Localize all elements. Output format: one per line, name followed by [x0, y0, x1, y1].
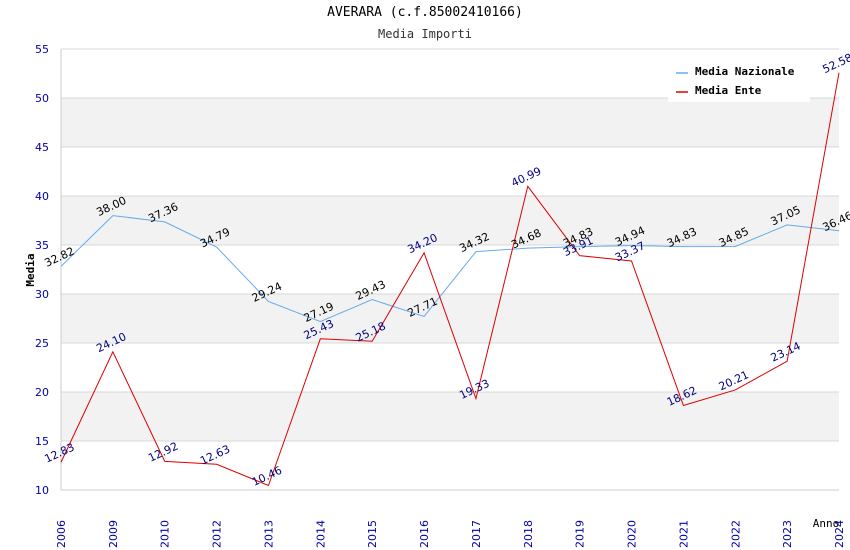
y-tick-label: 50	[35, 92, 49, 105]
grid-band	[61, 294, 839, 343]
y-tick-label: 35	[35, 239, 49, 252]
x-tick-label: 2021	[677, 520, 690, 548]
x-tick-label: 2016	[418, 520, 431, 548]
y-tick-labels: 10 15 20 25 30 35 40 45 50 55	[35, 43, 49, 497]
x-tick-label: 2015	[366, 520, 379, 548]
x-axis-label: Anno	[813, 517, 840, 530]
grid-bands	[61, 98, 839, 441]
y-tick-label: 15	[35, 435, 49, 448]
series-line-media-nazionale	[60, 215, 840, 323]
x-tick-label: 2018	[522, 520, 535, 548]
y-tick-label: 30	[35, 288, 49, 301]
y-tick-label: 55	[35, 43, 49, 56]
series-lines	[60, 72, 840, 487]
y-axis-label: Media	[24, 253, 37, 286]
x-tick-label: 2024	[833, 520, 846, 548]
legend-label: Media Ente	[695, 84, 762, 97]
y-tick-label: 45	[35, 141, 49, 154]
x-tick-label: 2023	[781, 520, 794, 548]
x-tick-label: 2012	[211, 520, 224, 548]
legend-label: Media Nazionale	[695, 65, 795, 78]
x-tick-label: 2017	[470, 520, 483, 548]
y-tick-label: 20	[35, 386, 49, 399]
x-tick-label: 2006	[55, 520, 68, 548]
y-tick-label: 10	[35, 484, 49, 497]
series-line-media-ente	[60, 72, 840, 487]
x-tick-label: 2020	[626, 520, 639, 548]
chart-title: AVERARA (c.f.85002410166)	[327, 5, 523, 20]
data-label: 20.21	[717, 368, 751, 393]
chart-subtitle: Media Importi	[378, 27, 472, 41]
data-label: 12.92	[146, 440, 180, 465]
data-label: 52.58	[820, 51, 850, 76]
x-tick-label: 2019	[574, 520, 587, 548]
legend: Media Nazionale Media Ente	[668, 58, 810, 102]
grid-band	[61, 196, 839, 245]
x-tick-label: 2022	[729, 520, 742, 548]
x-tick-label: 2009	[107, 520, 120, 548]
legend-box	[668, 58, 810, 102]
grid-lines	[60, 48, 839, 491]
y-tick-label: 25	[35, 337, 49, 350]
grid-band	[61, 392, 839, 441]
grid-band	[61, 98, 839, 147]
x-tick-label: 2010	[159, 520, 172, 548]
y-tick-label: 40	[35, 190, 49, 203]
x-tick-labels: 2006 2009 2010 2012 2013 2014 2015 2016 2017 2018…	[55, 520, 846, 548]
x-tick-label: 2014	[314, 520, 327, 548]
data-label: 40.99	[509, 165, 543, 190]
x-tick-label: 2013	[262, 520, 275, 548]
